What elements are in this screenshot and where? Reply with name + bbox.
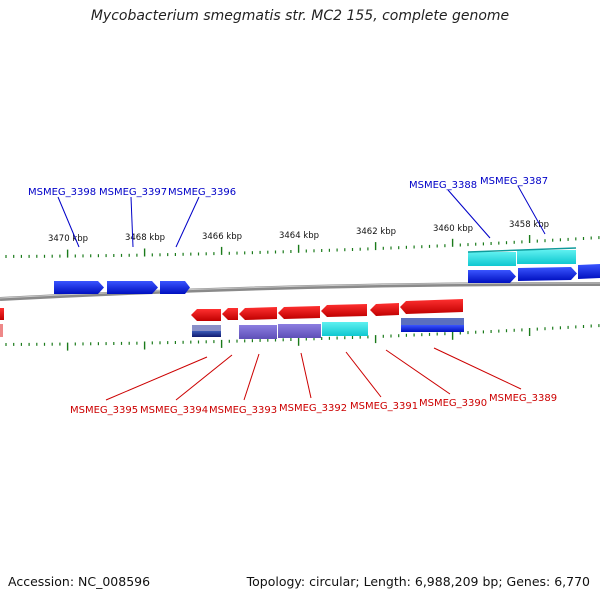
genome-summary-text: Topology: circular; Length: 6,988,209 bp… [246, 574, 590, 589]
scale-label: 3458 kbp [509, 220, 549, 230]
leader-line [345, 351, 382, 398]
scale-label: 3460 kbp [433, 224, 473, 234]
gene-MSMEG_3393[interactable] [239, 307, 277, 320]
feature-navy-MSMEG_3390-a[interactable] [401, 318, 464, 325]
gene-label-MSMEG_3396[interactable]: MSMEG_3396 [168, 187, 236, 198]
feature-navy-MSMEG_3390-b[interactable] [401, 325, 464, 332]
gene-label-MSMEG_3389[interactable]: MSMEG_3389 [489, 393, 557, 404]
leader-line [517, 185, 546, 235]
scale-labels: 3470 kbp 3468 kbp 3466 kbp 3464 kbp 3462… [48, 220, 549, 244]
gene-label-MSMEG_3397[interactable]: MSMEG_3397 [99, 187, 167, 198]
leader-line [243, 353, 260, 401]
gene-MSMEG_3390[interactable] [370, 303, 399, 316]
lower-tick-track [5, 324, 600, 351]
reverse-strand-genes [0, 299, 464, 339]
feature-cyan-reverse[interactable] [322, 322, 368, 336]
gene-label-MSMEG_3391[interactable]: MSMEG_3391 [350, 401, 418, 412]
gene-MSMEG_3396[interactable] [160, 281, 190, 294]
gene-label-MSMEG_3388[interactable]: MSMEG_3388 [409, 180, 477, 191]
gene-MSMEG_3397[interactable] [107, 281, 158, 294]
gene-MSMEG_3398[interactable] [54, 281, 104, 294]
feature-purple-b[interactable] [278, 324, 321, 338]
leader-line [130, 196, 134, 248]
gene-label-MSMEG_3394[interactable]: MSMEG_3394 [140, 405, 208, 416]
gene-MSMEG_3395[interactable] [191, 309, 221, 321]
scale-label: 3462 kbp [356, 227, 396, 237]
gene-MSMEG_3391[interactable] [321, 304, 367, 317]
leader-line [433, 347, 522, 390]
accession-text: Accession: NC_008596 [8, 574, 151, 589]
reverse-gene-labels: MSMEG_3395 MSMEG_3394 MSMEG_3393 MSMEG_3… [70, 347, 557, 416]
gene-label-MSMEG_3395[interactable]: MSMEG_3395 [70, 405, 138, 416]
feature-navy-MSMEG_3395[interactable] [192, 325, 221, 331]
map-title: Mycobacterium smegmatis str. MC2 155, co… [90, 8, 510, 24]
gene-partial-left[interactable] [0, 308, 4, 320]
leader-line [300, 352, 312, 399]
gene-label-MSMEG_3392[interactable]: MSMEG_3392 [279, 403, 347, 414]
feature-cyan-forward-a[interactable] [468, 252, 516, 266]
forward-strand-genes [54, 247, 600, 294]
gene-MSMEG_3388[interactable] [468, 270, 516, 283]
feature-purple-a[interactable] [239, 325, 277, 339]
leader-line [175, 354, 233, 401]
leader-line [385, 349, 451, 395]
gene-MSMEG_3392[interactable] [278, 306, 320, 319]
forward-gene-labels: MSMEG_3398 MSMEG_3397 MSMEG_3396 MSMEG_3… [28, 176, 548, 248]
upper-tick-track [5, 235, 600, 258]
gene-label-MSMEG_3398[interactable]: MSMEG_3398 [28, 187, 96, 198]
gene-label-MSMEG_3387[interactable]: MSMEG_3387 [480, 176, 548, 187]
scale-label: 3470 kbp [48, 234, 88, 244]
feature-cyan-forward-edge [467, 247, 577, 253]
gene-label-MSMEG_3390[interactable]: MSMEG_3390 [419, 398, 487, 409]
gene-label-MSMEG_3393[interactable]: MSMEG_3393 [209, 405, 277, 416]
feature-navy-MSMEG_3395-b[interactable] [192, 331, 221, 337]
scale-label: 3464 kbp [279, 231, 319, 241]
leader-line [447, 189, 491, 239]
leader-line [175, 196, 200, 248]
gene-partial-right[interactable] [578, 264, 600, 279]
leader-line [105, 356, 208, 401]
gene-MSMEG_3389[interactable] [400, 299, 463, 314]
scale-label: 3466 kbp [202, 232, 242, 242]
genome-backbone [0, 281, 600, 301]
scale-label: 3468 kbp [125, 233, 165, 243]
gene-MSMEG_3387[interactable] [518, 267, 577, 281]
leader-line [57, 196, 80, 248]
gene-MSMEG_3394[interactable] [222, 308, 238, 320]
feature-pink-left[interactable] [0, 324, 3, 337]
feature-cyan-forward-b[interactable] [517, 250, 576, 264]
